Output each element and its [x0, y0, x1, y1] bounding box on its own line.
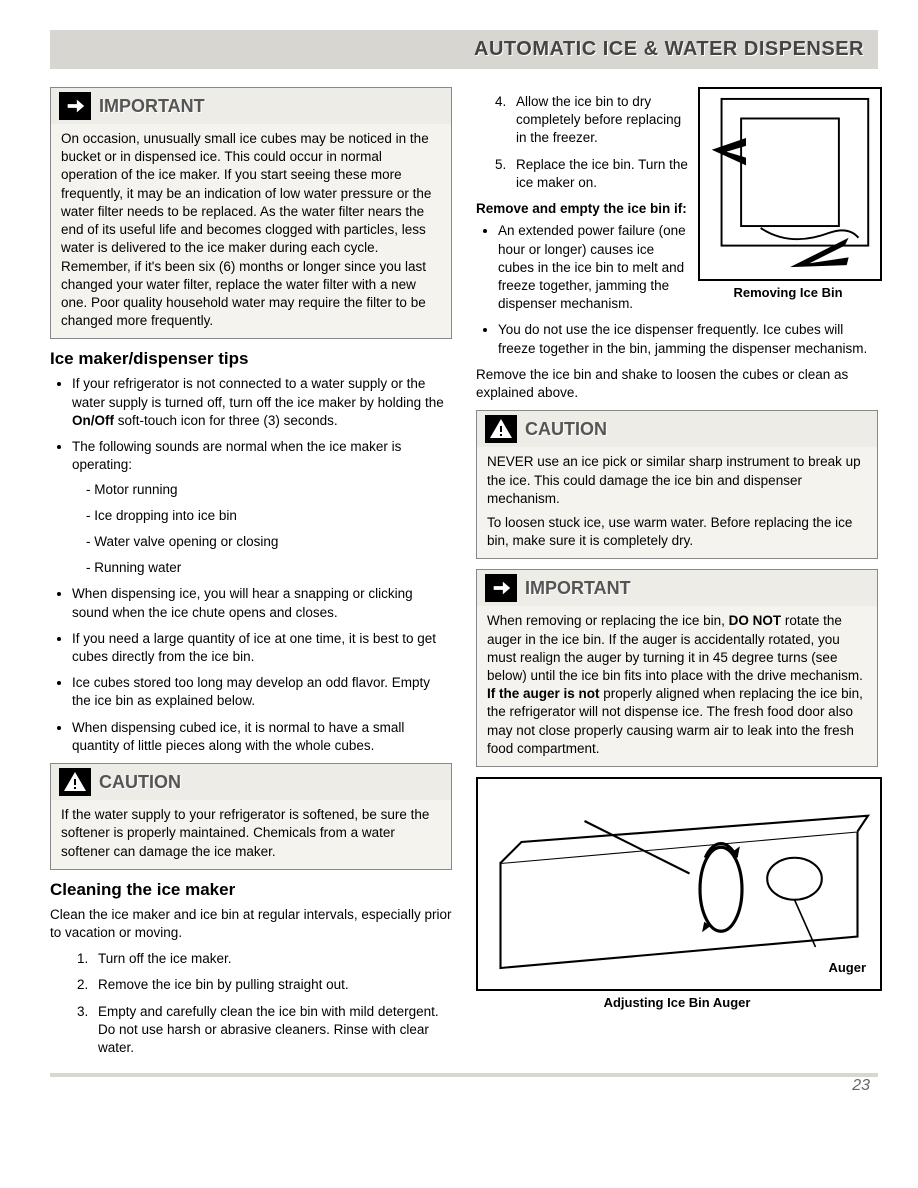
tip-item: If you need a large quantity of ice at o…: [72, 630, 452, 666]
sound-item: Water valve opening or closing: [100, 533, 452, 551]
step-item: Turn off the ice maker.: [92, 950, 452, 968]
right-column: Removing Ice Bin Allow the ice bin to dr…: [476, 87, 878, 1065]
important-label: IMPORTANT: [525, 578, 631, 599]
tip-item: Ice cubes stored too long may develop an…: [72, 674, 452, 710]
tip-item: If your refrigerator is not connected to…: [72, 375, 452, 430]
tip-item: When dispensing ice, you will hear a sna…: [72, 585, 452, 621]
figure-caption-2: Adjusting Ice Bin Auger: [476, 995, 878, 1010]
caution-body-1: If the water supply to your refrigerator…: [51, 800, 451, 869]
figure-auger: Auger Adjusting Ice Bin Auger: [476, 777, 878, 1010]
cleaning-steps: Turn off the ice maker. Remove the ice b…: [50, 950, 452, 1057]
caution-label: CAUTION: [525, 419, 607, 440]
important-callout-1: IMPORTANT On occasion, unusually small i…: [50, 87, 452, 339]
remove-item: You do not use the ice dispenser frequen…: [498, 321, 878, 357]
caution-label: CAUTION: [99, 772, 181, 793]
auger-illustration: Auger: [476, 777, 882, 991]
caution-callout-1: CAUTION If the water supply to your refr…: [50, 763, 452, 870]
sound-item: Ice dropping into ice bin: [100, 507, 452, 525]
left-column: IMPORTANT On occasion, unusually small i…: [50, 87, 452, 1065]
warning-icon: [485, 415, 517, 443]
tip-item: When dispensing cubed ice, it is normal …: [72, 719, 452, 755]
figure-caption-1: Removing Ice Bin: [698, 285, 878, 300]
step-item: Remove the ice bin by pulling straight o…: [92, 976, 452, 994]
tip-item: The following sounds are normal when the…: [72, 438, 452, 577]
tips-heading: Ice maker/dispenser tips: [50, 349, 452, 369]
caution-callout-2: CAUTION NEVER use an ice pick or similar…: [476, 410, 878, 559]
step-item: Empty and carefully clean the ice bin wi…: [92, 1003, 452, 1058]
important-body-2: When removing or replacing the ice bin, …: [477, 606, 877, 766]
sound-item: Motor running: [100, 481, 452, 499]
tips-list: If your refrigerator is not connected to…: [50, 375, 452, 755]
remove-after: Remove the ice bin and shake to loosen t…: [476, 366, 878, 402]
caution-p1: NEVER use an ice pick or similar sharp i…: [487, 453, 867, 508]
auger-label: Auger: [828, 960, 866, 975]
warning-icon: [59, 768, 91, 796]
page-header: AUTOMATIC ICE & WATER DISPENSER: [50, 30, 878, 69]
cleaning-intro: Clean the ice maker and ice bin at regul…: [50, 906, 452, 942]
arrow-right-icon: [485, 574, 517, 602]
caution-body-2: NEVER use an ice pick or similar sharp i…: [477, 447, 877, 558]
arrow-right-icon: [59, 92, 91, 120]
important-callout-2: IMPORTANT When removing or replacing the…: [476, 569, 878, 767]
sound-item: Running water: [100, 559, 452, 577]
cleaning-heading: Cleaning the ice maker: [50, 880, 452, 900]
ice-bin-illustration: [698, 87, 882, 281]
important-label: IMPORTANT: [99, 96, 205, 117]
figure-removing-ice-bin: Removing Ice Bin: [698, 87, 878, 300]
caution-p2: To loosen stuck ice, use warm water. Bef…: [487, 514, 867, 550]
important-body-1: On occasion, unusually small ice cubes m…: [51, 124, 451, 338]
page-number: 23: [50, 1073, 878, 1095]
